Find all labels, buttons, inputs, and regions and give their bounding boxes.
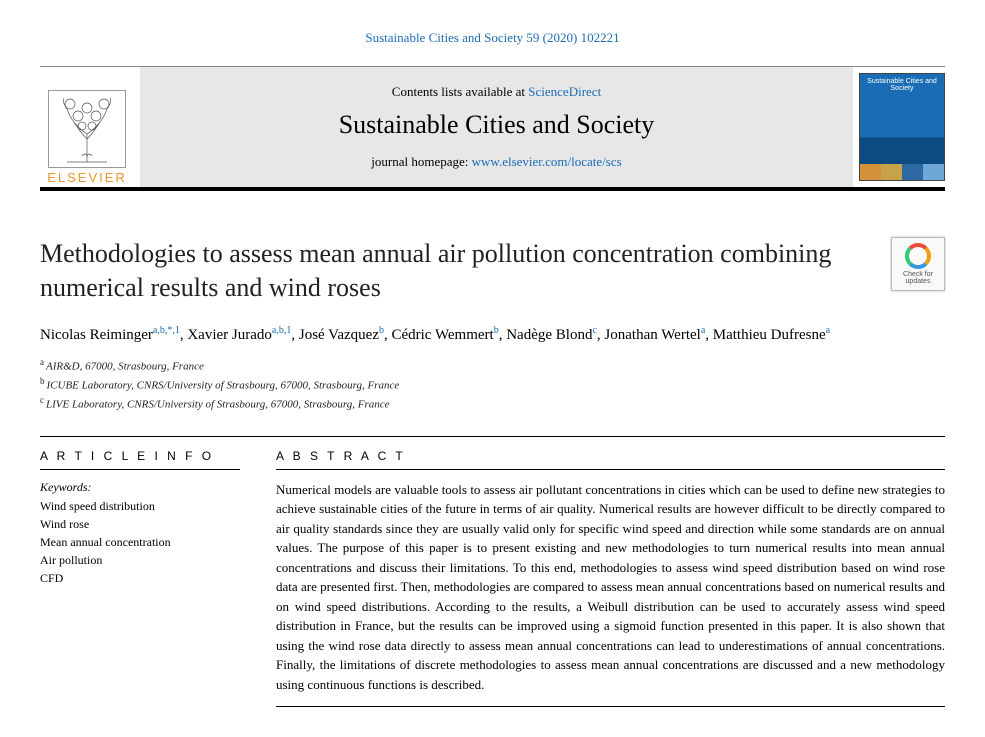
author: Nadège Blond [506, 327, 592, 343]
abstract-heading: A B S T R A C T [276, 449, 945, 470]
publisher-name: ELSEVIER [47, 170, 127, 185]
affiliation-line: cLIVE Laboratory, CNRS/University of Str… [40, 394, 945, 413]
abstract-column: A B S T R A C T Numerical models are val… [276, 449, 945, 708]
authors-line: Nicolas Reimingera,b,*,1, Xavier Juradoa… [40, 323, 945, 347]
author-affil-sup: b [494, 325, 499, 336]
keyword: Wind speed distribution [40, 497, 240, 515]
contents-prefix: Contents lists available at [392, 84, 528, 99]
check-updates-badge[interactable]: Check for updates [891, 237, 945, 291]
keywords-label: Keywords: [40, 480, 240, 495]
keyword: CFD [40, 569, 240, 587]
publisher-logo-box: ELSEVIER [40, 67, 140, 187]
article-title: Methodologies to assess mean annual air … [40, 237, 875, 305]
keyword: Air pollution [40, 551, 240, 569]
cover-title: Sustainable Cities and Society [860, 74, 944, 96]
author-affil-sup: b [379, 325, 384, 336]
author: Matthieu Dufresne [713, 327, 826, 343]
citation-link[interactable]: Sustainable Cities and Society 59 (2020)… [365, 30, 619, 45]
author: Nicolas Reiminger [40, 327, 153, 343]
author: José Vazquez [299, 327, 379, 343]
keywords-list: Wind speed distribution Wind rose Mean a… [40, 497, 240, 587]
cover-strip [860, 164, 944, 180]
section-divider [40, 436, 945, 437]
homepage-prefix: journal homepage: [371, 154, 471, 169]
homepage-link[interactable]: www.elsevier.com/locate/scs [472, 154, 622, 169]
journal-citation: Sustainable Cities and Society 59 (2020)… [40, 30, 945, 46]
author-affil-sup: c [592, 325, 596, 336]
homepage-line: journal homepage: www.elsevier.com/locat… [371, 154, 621, 170]
crossmark-ring-icon [905, 243, 931, 269]
author-affil-sup: a,b,1 [272, 325, 291, 336]
journal-title: Sustainable Cities and Society [339, 110, 655, 140]
contents-available-line: Contents lists available at ScienceDirec… [392, 84, 601, 100]
author-affil-sup: a [701, 325, 705, 336]
abstract-text: Numerical models are valuable tools to a… [276, 480, 945, 695]
author-affil-sup: a,b,*,1 [153, 325, 180, 336]
affiliation-line: aAIR&D, 67000, Strasbourg, France [40, 356, 945, 375]
article-info-heading: A R T I C L E I N F O [40, 449, 240, 470]
header-bar: ELSEVIER Contents lists available at Sci… [40, 66, 945, 191]
journal-cover-box: Sustainable Cities and Society [853, 67, 945, 187]
elsevier-tree-icon [48, 90, 126, 168]
abstract-bottom-divider [276, 706, 945, 707]
journal-cover-thumbnail: Sustainable Cities and Society [859, 73, 945, 181]
author-affil-sup: a [826, 325, 830, 336]
article-info-column: A R T I C L E I N F O Keywords: Wind spe… [40, 449, 240, 708]
author: Cédric Wemmert [391, 327, 493, 343]
author: Xavier Jurado [187, 327, 272, 343]
sciencedirect-link[interactable]: ScienceDirect [528, 84, 601, 99]
keyword: Mean annual concentration [40, 533, 240, 551]
keyword: Wind rose [40, 515, 240, 533]
affiliations: aAIR&D, 67000, Strasbourg, France bICUBE… [40, 356, 945, 413]
updates-line1: Check for [903, 271, 933, 278]
header-center: Contents lists available at ScienceDirec… [140, 67, 853, 187]
updates-line2: updates [906, 278, 931, 285]
affiliation-line: bICUBE Laboratory, CNRS/University of St… [40, 375, 945, 394]
author: Jonathan Wertel [604, 327, 700, 343]
